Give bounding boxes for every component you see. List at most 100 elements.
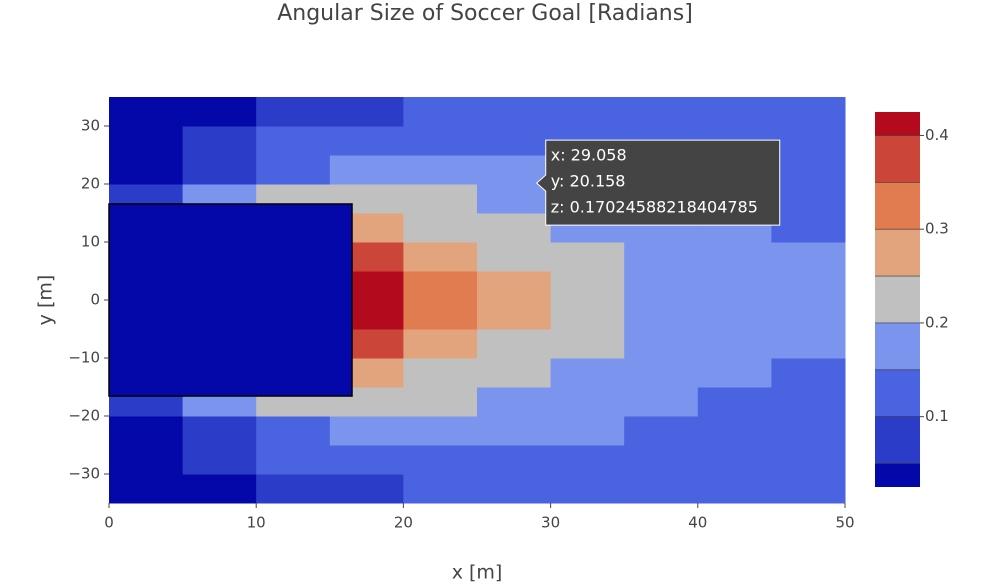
x-tick-label: 0	[104, 514, 114, 532]
colorbar-tick-label: 0.2	[925, 313, 949, 331]
y-tick-label: −20	[68, 407, 100, 425]
contour-cell	[256, 155, 331, 185]
contour-cell	[624, 416, 699, 446]
contour-cell	[182, 97, 257, 127]
contour-cell	[477, 213, 552, 243]
contour-cell	[477, 474, 552, 504]
contour-cell	[256, 416, 331, 446]
contour-cell	[624, 474, 699, 504]
contour-cell	[403, 474, 478, 504]
contour-cell	[477, 242, 552, 272]
contour-cell	[256, 97, 331, 127]
y-tick-label: 10	[81, 233, 100, 251]
colorbar-band	[875, 182, 920, 230]
y-tick-label: 30	[81, 117, 100, 135]
contour-cell	[624, 329, 699, 359]
contour-cell	[624, 271, 699, 301]
contour-cell	[550, 387, 625, 417]
contour-cell	[550, 416, 625, 446]
contour-cell	[403, 387, 478, 417]
colorbar-tick-label: 0.4	[925, 126, 949, 144]
contour-cell	[182, 416, 257, 446]
contour-cell	[329, 155, 404, 185]
colorbar-tick-label: 0.3	[925, 220, 949, 238]
y-axis-title: y [m]	[35, 275, 57, 326]
colorbar-band	[875, 369, 920, 417]
contour-cell	[403, 300, 478, 330]
contour-cell	[697, 97, 772, 127]
contour-cell	[550, 242, 625, 272]
contour-cell	[329, 474, 404, 504]
chart-title: Angular Size of Soccer Goal [Radians]	[277, 1, 693, 26]
contour-cell	[329, 416, 404, 446]
contour-cell	[771, 300, 846, 330]
contour-cell	[624, 387, 699, 417]
contour-cell	[771, 329, 846, 359]
penalty-box	[108, 203, 353, 397]
contour-cell	[403, 445, 478, 475]
contour-cell	[477, 445, 552, 475]
colorbar-band	[875, 322, 920, 370]
x-tick-label: 30	[541, 514, 560, 532]
contour-cell	[477, 300, 552, 330]
contour-cell	[550, 474, 625, 504]
contour-cell	[771, 445, 846, 475]
contour-cell	[697, 358, 772, 388]
contour-cell	[182, 155, 257, 185]
contour-cell	[109, 474, 184, 504]
contour-cell	[550, 97, 625, 127]
contour-cell	[697, 387, 772, 417]
contour-cell	[329, 97, 404, 127]
colorbar-band	[875, 112, 920, 136]
contour-cell	[477, 387, 552, 417]
colorbar-band	[875, 276, 920, 323]
contour-cell	[550, 271, 625, 301]
contour-cell	[771, 271, 846, 301]
contour-cell	[477, 329, 552, 359]
contour-cell	[771, 387, 846, 417]
contour-cell	[477, 97, 552, 127]
contour-cell	[550, 358, 625, 388]
contour-cell	[771, 213, 846, 243]
contour-cell	[697, 271, 772, 301]
colorbar-band	[875, 229, 920, 277]
x-tick-label: 10	[247, 514, 266, 532]
contour-cell	[697, 474, 772, 504]
contour-cell	[403, 155, 478, 185]
contour-cell	[477, 126, 552, 156]
contour-cell	[477, 184, 552, 214]
contour-cell	[697, 242, 772, 272]
x-tick-label: 50	[835, 514, 854, 532]
contour-cell	[329, 445, 404, 475]
contour-cell	[477, 416, 552, 446]
contour-cell	[771, 474, 846, 504]
contour-cell	[109, 416, 184, 446]
contour-cell	[182, 474, 257, 504]
colorbar-band	[875, 416, 920, 464]
y-tick-label: −30	[68, 465, 100, 483]
contour-cell	[403, 184, 478, 214]
contour-cell	[109, 126, 184, 156]
y-tick-label: 20	[81, 175, 100, 193]
colorbar: 0.1 0.2 0.3 0.4	[875, 112, 949, 487]
contour-cell	[771, 155, 846, 185]
hover-line: y: 20.158	[551, 172, 626, 191]
contour-cell	[403, 358, 478, 388]
contour-cell	[109, 445, 184, 475]
hover-line: z: 0.17024588218404785	[551, 198, 758, 217]
contour-cell	[256, 474, 331, 504]
contour-cell	[771, 416, 846, 446]
contour-cell	[403, 213, 478, 243]
contour-cell	[403, 329, 478, 359]
x-tick-label: 20	[394, 514, 413, 532]
x-tick-label: 40	[688, 514, 707, 532]
contour-cell	[182, 445, 257, 475]
contour-cell	[624, 445, 699, 475]
contour-cell	[550, 329, 625, 359]
colorbar-band	[875, 463, 920, 487]
axes: 0 10 20 30 40 50 −30 −20 −10 0 10 20 30	[68, 117, 854, 532]
contour-cell	[403, 271, 478, 301]
contour-cell	[771, 242, 846, 272]
